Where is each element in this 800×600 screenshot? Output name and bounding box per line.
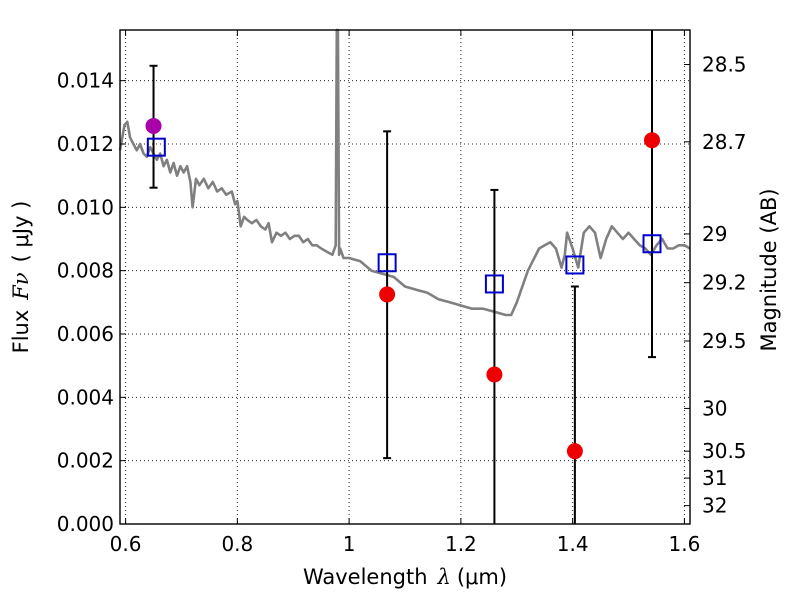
model-photometry-square (377, 253, 397, 273)
y-axis-title: FluxFν( μJy ) (9, 201, 33, 354)
y2-axis-title: Magnitude (AB) (757, 188, 781, 351)
model-photometry-square (146, 137, 166, 157)
y-tick-label: 0.008 (57, 259, 114, 283)
model-spectrum-line (118, 28, 691, 317)
y2-tick-label: 29.5 (702, 329, 747, 353)
y-tick-label: 0.004 (57, 385, 114, 409)
y2-tick-label: 29.2 (702, 271, 747, 295)
y-tick-label: 0.014 (57, 69, 114, 93)
model-photometry-square (565, 255, 585, 275)
y2-tick-label: 31 (702, 466, 727, 490)
tick-layer: 0.6 0.8 1 1.2 1.4 1.6 0.000 0.002 0.004 0.006 0.00… (57, 30, 747, 556)
y2-tick-label: 30.5 (702, 439, 747, 463)
y2-tick-label: 28.5 (702, 53, 747, 77)
observed-flux-point (379, 286, 396, 303)
x-tick-label: 1.4 (557, 532, 589, 556)
y2-tick-label: 32 (702, 494, 727, 518)
model-photometry-square (484, 274, 504, 294)
x-tick-label: 0.6 (110, 532, 142, 556)
x-axis-title: Wavelength λ (μm) (303, 565, 507, 589)
data-layer (118, 28, 691, 524)
y2-tick-label: 30 (702, 396, 727, 420)
y-tick-label: 0.012 (57, 132, 114, 156)
observed-flux-point (145, 117, 162, 134)
x-tick-label: 1.2 (445, 532, 477, 556)
observed-flux-point (644, 132, 660, 149)
plot-frame (119, 29, 691, 525)
y-tick-label: 0.010 (57, 195, 114, 219)
y2-tick-label: 29 (702, 222, 727, 246)
x-tick-label: 1 (343, 532, 356, 556)
x-tick-label: 1.6 (669, 532, 701, 556)
observed-flux-point (486, 366, 503, 383)
model-photometry-square (642, 234, 662, 254)
observed-flux-point (566, 443, 583, 460)
y-tick-label: 0.002 (57, 449, 114, 473)
y-tick-label: 0.006 (57, 322, 114, 346)
x-tick-label: 0.8 (221, 532, 253, 556)
y2-tick-label: 28.7 (702, 130, 747, 154)
y-tick-label: 0.000 (57, 512, 114, 536)
